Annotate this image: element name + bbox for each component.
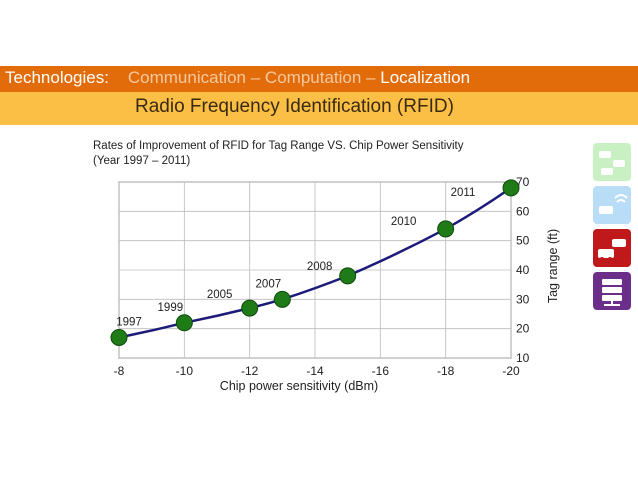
chart-caption: Rates of Improvement of RFID for Tag Ran… (93, 139, 464, 169)
x-tick-label: -10 (176, 364, 194, 378)
data-point (175, 314, 193, 332)
car-signal-icon (593, 186, 631, 224)
data-point (241, 299, 259, 317)
y-tick-label: 40 (516, 263, 530, 277)
separator: – (250, 68, 261, 87)
y-tick-label: 60 (516, 204, 530, 218)
subtitle-bar: Radio Frequency Identification (RFID) (0, 92, 638, 125)
x-tick-label: -8 (114, 364, 125, 378)
y-tick-label: 10 (516, 351, 530, 365)
y-tick-label: 50 (516, 234, 530, 248)
traffic-cars-icon (593, 143, 631, 181)
localization-label: Localization (380, 68, 471, 87)
y-axis-title: Tag range (ft) (546, 229, 560, 303)
y-tick-label: 20 (516, 322, 530, 336)
technologies-breadcrumb: Technologies: Communication – Computatio… (5, 68, 470, 88)
computation-label: Computation (264, 68, 362, 87)
header-bar: Technologies: Communication – Computatio… (0, 66, 638, 92)
data-point (502, 179, 520, 197)
x-tick-label: -20 (502, 364, 520, 378)
separator: – (366, 68, 376, 87)
y-tick-label: 30 (516, 292, 530, 306)
page-title: Radio Frequency Identification (RFID) (135, 96, 454, 117)
data-label: 2010 (391, 216, 417, 228)
data-label: 2011 (451, 187, 476, 199)
x-tick-label: -12 (241, 364, 259, 378)
data-label: 2008 (307, 261, 333, 273)
y-tick-label: 70 (516, 175, 530, 189)
data-point (110, 328, 128, 346)
data-label: 1999 (158, 302, 184, 314)
data-label: 1997 (116, 316, 142, 328)
data-label: 2007 (256, 278, 282, 290)
caption-line-2: (Year 1997 – 2011) (93, 155, 191, 167)
x-tick-label: -14 (306, 364, 324, 378)
traffic-jam-icon (593, 229, 631, 267)
data-point (339, 267, 357, 285)
data-point (273, 290, 291, 308)
x-tick-label: -16 (372, 364, 390, 378)
data-label: 2005 (207, 289, 233, 301)
x-axis-title: Chip power sensitivity (dBm) (220, 379, 378, 393)
server-icon (593, 272, 631, 310)
x-tick-label: -18 (437, 364, 455, 378)
rfid-chart: -8 -10 -12 -14 -16 -18 -2010 20 30 40 50 60 70 1997 19… (110, 175, 560, 393)
technologies-label: Technologies: (5, 68, 109, 87)
data-point (437, 220, 455, 238)
communication-label: Communication (127, 68, 246, 87)
caption-line-1: Rates of Improvement of RFID for Tag Ran… (93, 140, 464, 152)
